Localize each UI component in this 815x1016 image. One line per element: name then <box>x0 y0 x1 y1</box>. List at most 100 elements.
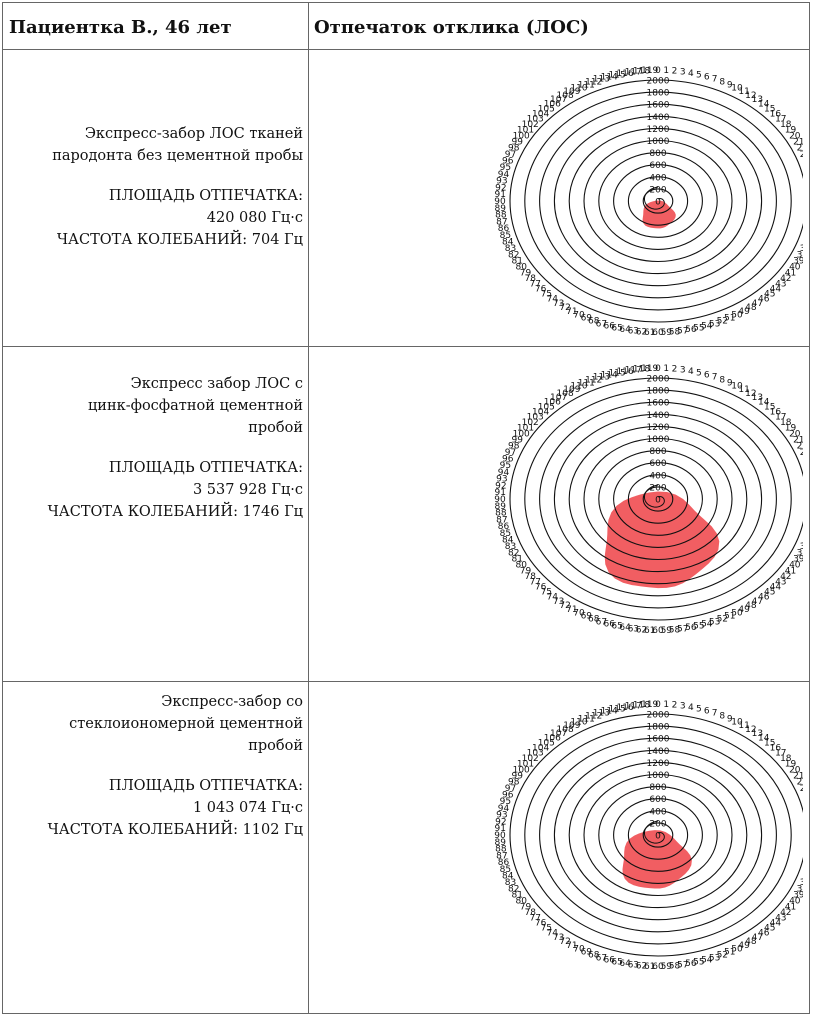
angle-label: 11 <box>738 721 749 731</box>
angle-label: 75 <box>541 924 552 934</box>
angle-label: 16 <box>770 407 782 417</box>
angle-label: 69 <box>581 948 593 958</box>
angle-label: 14 <box>758 398 770 408</box>
angle-label: 114 <box>601 370 618 380</box>
angle-label: 85 <box>500 529 511 539</box>
row-2-fingerprint-chart: 0 200 400 600 800 1000 1200 1400 1600 1800 2000 0 1 2… <box>443 353 803 639</box>
angle-label: 105 <box>538 402 555 412</box>
angle-label: 74 <box>547 294 559 304</box>
angle-label: 90 <box>494 495 506 505</box>
angle-label: 112 <box>585 375 602 385</box>
ring-label: 400 <box>649 807 666 817</box>
angle-label: 22 <box>797 778 803 788</box>
ring-800 <box>598 152 718 250</box>
row-1-area-value: 420 080 Гц·с <box>206 210 303 226</box>
angle-label: 119 <box>641 700 658 710</box>
angle-label: 49 <box>738 941 750 951</box>
angle-label: 8 <box>719 711 725 721</box>
angle-label: 95 <box>500 461 511 471</box>
angle-label: 63 <box>628 960 639 970</box>
angle-label: 7 <box>712 373 718 383</box>
angle-label: 81 <box>511 891 522 901</box>
angle-label: 19 <box>785 760 797 770</box>
angle-label: 19 <box>785 126 797 136</box>
angle-label: 78 <box>524 572 536 582</box>
ring-1200 <box>568 127 748 275</box>
angle-label: 69 <box>581 314 593 324</box>
row-1-desc-line: пародонта без цементной пробы <box>52 148 303 164</box>
angle-label: 97 <box>505 784 516 794</box>
angle-label: 49 <box>738 605 750 615</box>
angle-label: 54 <box>701 620 713 630</box>
angle-label: 38 <box>797 548 803 558</box>
angle-label: 66 <box>603 620 615 630</box>
angle-label: 38 <box>797 884 803 894</box>
angle-label: 60 <box>652 626 664 636</box>
angle-label: 10 <box>731 84 743 94</box>
angle-label: 4 <box>688 703 694 713</box>
ring-400 <box>627 176 689 226</box>
angle-label: 14 <box>758 100 770 110</box>
angle-label: 118 <box>633 67 650 77</box>
angle-label: 64 <box>619 325 631 335</box>
row-1-desc-line: Экспресс-забор ЛОС тканей <box>84 126 303 142</box>
angle-label: 93 <box>496 475 507 485</box>
row-divider-1 <box>3 346 809 347</box>
angle-label: 1 <box>663 700 669 710</box>
angle-label: 111 <box>578 80 595 90</box>
row-divider-2 <box>3 681 809 682</box>
angle-label: 17 <box>775 115 786 125</box>
angle-label: 110 <box>570 382 587 392</box>
angle-label: 18 <box>780 418 792 428</box>
angle-label: 59 <box>661 626 673 636</box>
row-3-frequency: ЧАСТОТА КОЛЕБАНИЙ: 1102 Гц <box>47 822 303 838</box>
angle-label: 107 <box>550 393 567 403</box>
angle-label: 52 <box>717 317 728 327</box>
angle-label: 76 <box>535 285 547 295</box>
angle-label: 4 <box>688 367 694 377</box>
angle-label: 79 <box>520 268 532 278</box>
angle-label: 68 <box>588 317 600 327</box>
angle-label: 86 <box>498 224 510 234</box>
angle-label: 91 <box>494 488 505 498</box>
angle-label: 46 <box>758 592 770 602</box>
angle-label: 56 <box>685 325 697 335</box>
angle-label: 40 <box>789 263 801 273</box>
header-row-divider <box>3 49 809 50</box>
angle-label: 66 <box>603 322 615 332</box>
angle-label: 1 <box>663 364 669 374</box>
angle-label: 84 <box>502 872 514 882</box>
angle-label: 12 <box>745 725 756 735</box>
angle-label: 90 <box>494 197 506 207</box>
angle-label: 58 <box>669 961 681 971</box>
ring-label: 1200 <box>647 423 670 433</box>
angle-label: 82 <box>508 250 519 260</box>
angle-label: 41 <box>785 902 796 912</box>
angle-label: 72 <box>559 303 570 313</box>
angle-label: 70 <box>573 310 585 320</box>
angle-label: 9 <box>727 714 733 724</box>
angle-label: 62 <box>636 625 647 635</box>
angle-label: 71 <box>566 605 577 615</box>
angle-label: 8 <box>719 375 725 385</box>
ring-label: 1200 <box>647 125 670 135</box>
angle-label: 65 <box>611 324 622 334</box>
angle-label: 40 <box>789 561 801 571</box>
ring-label: 1800 <box>647 723 670 733</box>
angle-label: 99 <box>511 138 523 148</box>
angle-label: 2 <box>672 365 678 375</box>
patient-header: Пациентка В., 46 лет <box>9 17 232 38</box>
angle-label: 66 <box>603 956 615 966</box>
angle-label: 68 <box>588 951 600 961</box>
angle-label: 13 <box>752 729 763 739</box>
angle-label: 74 <box>547 592 559 602</box>
angle-label: 53 <box>709 617 720 627</box>
angle-label: 45 <box>764 924 775 934</box>
angle-label: 68 <box>588 615 600 625</box>
angle-label: 15 <box>764 402 775 412</box>
angle-label: 51 <box>724 314 735 324</box>
angle-label: 86 <box>498 858 510 868</box>
fingerprint-header: Отпечаток отклика (ЛОС) <box>314 17 589 38</box>
